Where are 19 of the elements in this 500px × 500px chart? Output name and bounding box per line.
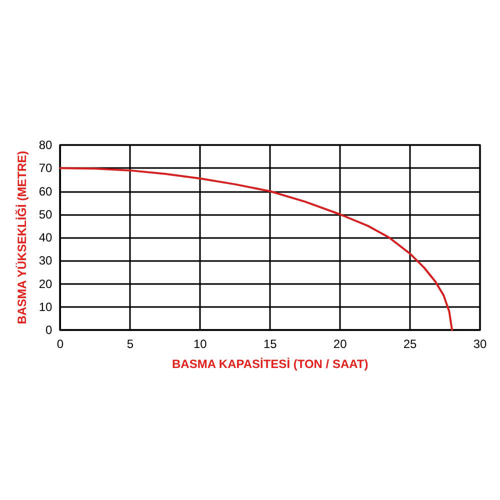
y-tick-label: 20: [38, 276, 53, 291]
x-tick-label: 0: [56, 337, 64, 351]
y-tick-label: 40: [38, 230, 53, 244]
x-tick-label: 5: [126, 337, 134, 351]
x-tick-label: 20: [333, 337, 348, 351]
y-tick-label: 70: [38, 161, 53, 176]
y-tick-label: 30: [38, 254, 53, 268]
x-tick-label: 10: [193, 337, 208, 351]
x-tick-label: 30: [473, 337, 487, 351]
y-axis-title: BASMA YÜKSEKLİĞİ (METRE): [15, 150, 29, 324]
line-series: [59, 167, 454, 331]
x-tick-label: 25: [403, 337, 418, 351]
y-tick-label: 80: [38, 138, 53, 152]
y-tick-label: 0: [46, 323, 53, 337]
x-tick-label: 15: [263, 337, 278, 351]
y-tick-label: 60: [38, 184, 53, 198]
x-axis-title: BASMA KAPASİTESİ (TON / SAAT): [172, 357, 368, 371]
y-tick-label: 50: [38, 207, 53, 222]
y-tick-label: 10: [38, 300, 53, 314]
